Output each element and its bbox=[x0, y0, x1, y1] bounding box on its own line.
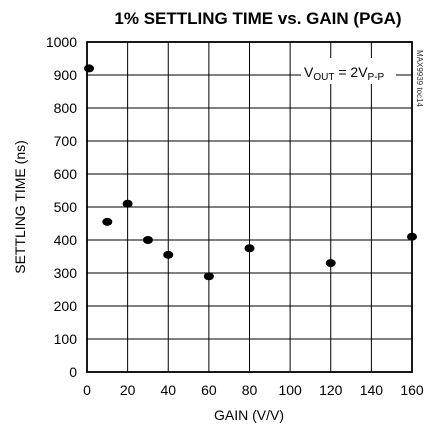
y-tick-label: 800 bbox=[54, 100, 78, 116]
plot-frame bbox=[86, 41, 413, 373]
gridlines bbox=[87, 42, 412, 372]
y-tick-label: 1000 bbox=[46, 34, 77, 50]
data-point bbox=[407, 232, 417, 241]
data-point bbox=[244, 244, 255, 253]
watermark: MAX9939 toc14 bbox=[415, 50, 424, 107]
y-tick-label: 400 bbox=[54, 232, 78, 248]
chart-title: 1% SETTLING TIME vs. GAIN (PGA) bbox=[114, 9, 401, 28]
data-points bbox=[84, 64, 417, 281]
vpp-sub: P-P bbox=[368, 72, 385, 83]
annotation-box bbox=[301, 58, 396, 84]
x-tick-label: 60 bbox=[201, 382, 217, 398]
data-point bbox=[325, 259, 336, 268]
x-tick-label: 80 bbox=[242, 382, 258, 398]
x-tick-label: 0 bbox=[83, 382, 91, 398]
data-point bbox=[163, 250, 174, 259]
vout-v: V bbox=[304, 64, 314, 80]
x-tick-label: 40 bbox=[160, 382, 176, 398]
y-axis-label: SETTLING TIME (ns) bbox=[12, 140, 28, 274]
x-tick-labels: 0 20 40 60 80 100 120 140 160 bbox=[83, 382, 424, 398]
data-point bbox=[203, 272, 214, 281]
data-point bbox=[102, 217, 113, 226]
y-tick-label: 700 bbox=[54, 133, 78, 149]
vout-annotation: VOUT = 2VP-P bbox=[304, 64, 385, 83]
x-tick-label: 140 bbox=[360, 382, 384, 398]
y-tick-label: 500 bbox=[54, 199, 78, 215]
x-tick-label: 120 bbox=[319, 382, 343, 398]
x-tick-label: 100 bbox=[278, 382, 302, 398]
data-point bbox=[142, 236, 153, 244]
y-tick-label: 900 bbox=[54, 67, 78, 83]
x-tick-label: 160 bbox=[400, 382, 424, 398]
y-tick-label: 600 bbox=[54, 166, 78, 182]
vout-eq: = 2V bbox=[334, 64, 368, 80]
y-tick-label: 100 bbox=[54, 331, 78, 347]
vout-sub: OUT bbox=[313, 72, 334, 83]
x-tick-label: 20 bbox=[120, 382, 136, 398]
y-tick-label: 300 bbox=[54, 265, 78, 281]
y-tick-label: 200 bbox=[54, 298, 78, 314]
data-point bbox=[84, 64, 95, 73]
y-tick-label: 0 bbox=[69, 364, 77, 380]
data-point bbox=[122, 199, 133, 208]
x-axis-label: GAIN (V/V) bbox=[214, 407, 284, 423]
y-tick-labels: 0 100 200 300 400 500 600 700 800 900 1000 bbox=[46, 34, 77, 380]
